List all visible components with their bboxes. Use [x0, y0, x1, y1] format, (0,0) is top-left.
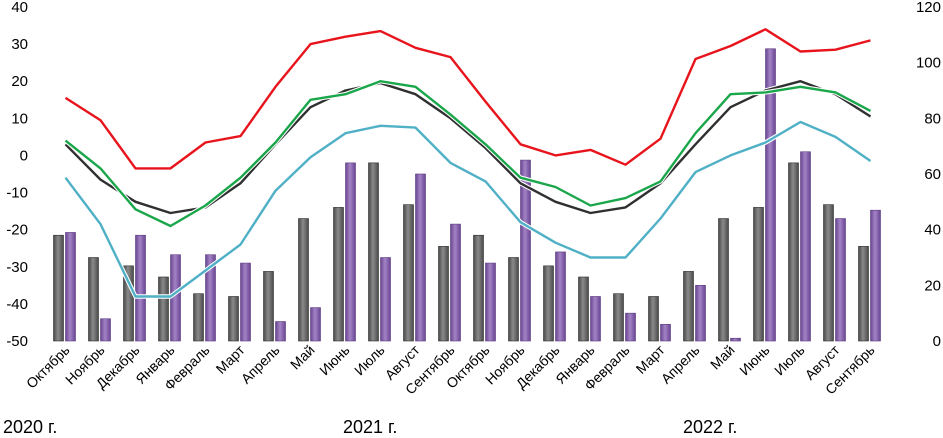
right-tick-label: 60 [924, 166, 941, 183]
bar-purple [730, 337, 741, 342]
category-label: Май [707, 342, 738, 373]
left-tick-label: -40 [6, 296, 28, 313]
bar-gray [333, 207, 344, 342]
right-axis-ticks: 0 20 40 60 80 100 120 [916, 0, 941, 350]
year-labels: 2020 г. 2021 г. 2022 г. [3, 417, 737, 437]
line-red [64, 28, 871, 170]
bar-gray [508, 257, 519, 342]
category-label: Октябрь [23, 342, 73, 392]
year-label: 2021 г. [343, 417, 397, 437]
left-tick-label: -30 [6, 259, 28, 276]
category-label: Май [287, 342, 318, 373]
bar-purple [415, 173, 426, 342]
right-tick-label: 100 [916, 55, 941, 72]
bar-purple [520, 159, 531, 342]
category-label: Июнь [316, 342, 352, 378]
bar-gray [123, 265, 134, 342]
bar-purple [555, 251, 566, 342]
bar-gray [788, 162, 799, 342]
category-label: Апрель [238, 342, 283, 387]
bar-gray [648, 296, 659, 342]
bar-gray [823, 204, 834, 342]
line-series [63, 27, 872, 299]
year-label: 2022 г. [683, 417, 737, 437]
bar-gray [298, 218, 309, 342]
bar-purple [65, 232, 76, 342]
line-green [64, 79, 872, 228]
year-label: 2020 г. [3, 417, 57, 437]
left-tick-label: 10 [11, 110, 28, 127]
left-tick-label: -50 [6, 333, 28, 350]
bar-gray [53, 234, 64, 342]
bar-purple [590, 296, 601, 342]
bar-purple [835, 218, 846, 342]
bar-gray [193, 293, 204, 342]
left-tick-label: 20 [11, 73, 28, 90]
bar-purple [625, 312, 636, 342]
bar-gray [753, 207, 764, 342]
bar-gray [578, 276, 589, 342]
bar-gray [438, 246, 449, 342]
line-blue [64, 120, 872, 298]
bar-purple [310, 307, 321, 342]
bar-purple [485, 262, 496, 342]
left-tick-label: 40 [11, 0, 28, 16]
bar-gray [613, 293, 624, 342]
bar-purple [240, 262, 251, 342]
left-tick-label: 30 [11, 36, 28, 53]
right-tick-label: 120 [916, 0, 941, 16]
bar-purple [135, 234, 146, 342]
category-label: Апрель [658, 342, 703, 387]
bar-purple [695, 285, 706, 342]
bar-gray [473, 234, 484, 342]
left-tick-label: -20 [6, 222, 28, 239]
bar-series [53, 48, 881, 342]
bar-gray [263, 271, 274, 342]
bar-gray [858, 246, 869, 342]
left-axis-ticks: -50 -40 -30 -20 -10 0 10 20 30 40 [6, 0, 28, 350]
right-tick-label: 20 [924, 277, 941, 294]
bar-gray [368, 162, 379, 342]
bar-purple [660, 323, 671, 342]
bar-purple [100, 318, 111, 342]
bar-gray [228, 296, 239, 342]
bar-gray [718, 218, 729, 342]
bar-gray [158, 276, 169, 342]
bar-gray [683, 271, 694, 342]
bar-purple [800, 151, 811, 342]
bar-gray [543, 265, 554, 342]
bar-purple [205, 254, 216, 342]
category-label: Июнь [736, 342, 772, 378]
bar-purple [380, 257, 391, 342]
bar-gray [403, 204, 414, 342]
bar-purple [345, 162, 356, 342]
line-halo-green [64, 78, 872, 229]
left-tick-label: -10 [6, 185, 28, 202]
right-tick-label: 40 [924, 222, 941, 239]
right-tick-label: 80 [924, 110, 941, 127]
bar-gray [88, 257, 99, 342]
bar-purple [275, 321, 286, 342]
bar-purple [870, 209, 881, 342]
bar-purple [765, 48, 776, 342]
left-tick-label: 0 [20, 147, 28, 164]
bar-purple [450, 223, 461, 342]
right-tick-label: 0 [933, 333, 941, 350]
